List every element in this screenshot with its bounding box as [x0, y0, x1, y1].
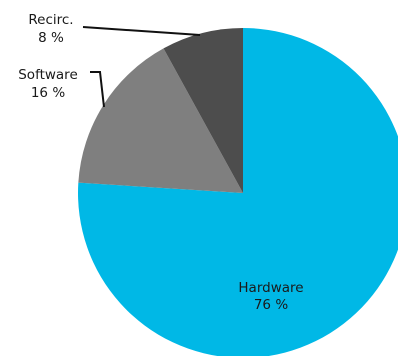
slice-label-recirc-name: Recirc. [28, 12, 73, 28]
slice-label-software-value: 16 % [31, 85, 65, 101]
leader-lines [82, 26, 201, 108]
pie-slices [78, 28, 398, 356]
pie-slice-recirc [163, 28, 243, 193]
slice-label-hardware-value: 76 % [254, 297, 288, 313]
slice-label-software-name: Software [18, 67, 78, 83]
slice-label-recirc-value: 8 % [38, 30, 64, 46]
pie-slice-hardware [78, 28, 398, 356]
leader-line-recirc [82, 26, 201, 36]
pie-slice-software [78, 48, 243, 193]
slice-label-hardware-name: Hardware [238, 280, 303, 296]
leader-line-software [90, 71, 105, 108]
